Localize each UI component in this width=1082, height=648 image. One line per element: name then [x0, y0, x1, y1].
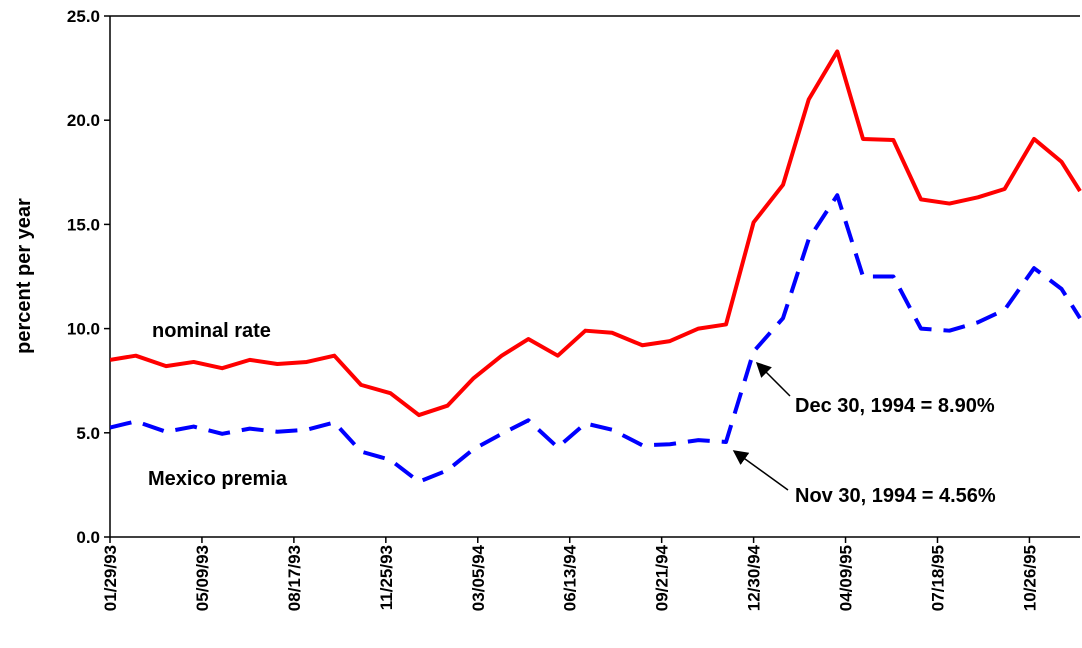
x-tick-label: 07/18/95 [928, 545, 947, 611]
x-tick-label: 11/25/93 [377, 545, 396, 610]
y-tick-label: 10.0 [67, 320, 100, 339]
series-label: Mexico premia [148, 468, 288, 490]
x-tick-label: 06/13/94 [561, 544, 580, 611]
x-tick-label: 01/29/93 [101, 545, 120, 611]
x-tick-label: 12/30/94 [745, 544, 764, 611]
x-tick-label: 10/26/95 [1020, 545, 1039, 611]
x-tick-label: 04/09/95 [837, 545, 856, 611]
x-tick-label: 05/09/93 [193, 545, 212, 611]
y-tick-label: 5.0 [76, 424, 100, 443]
annotation: Dec 30, 1994 = 8.90% [795, 395, 995, 417]
y-axis-label: percent per year [13, 198, 35, 354]
x-tick-label: 09/21/94 [653, 544, 672, 611]
series-line [110, 49, 1082, 418]
y-tick-label: 25.0 [67, 7, 100, 26]
series-label: nominal rate [152, 320, 271, 342]
series-line [110, 193, 1082, 484]
arrow [732, 450, 789, 491]
x-tick-label: 08/17/93 [285, 545, 304, 611]
y-tick-label: 20.0 [67, 111, 100, 130]
arrow [755, 361, 791, 397]
annotation: Nov 30, 1994 = 4.56% [795, 485, 996, 507]
y-tick-label: 15.0 [67, 215, 100, 234]
y-tick-label: 0.0 [76, 528, 100, 547]
plot-area [110, 49, 1082, 484]
x-tick-label: 03/05/94 [469, 544, 488, 611]
